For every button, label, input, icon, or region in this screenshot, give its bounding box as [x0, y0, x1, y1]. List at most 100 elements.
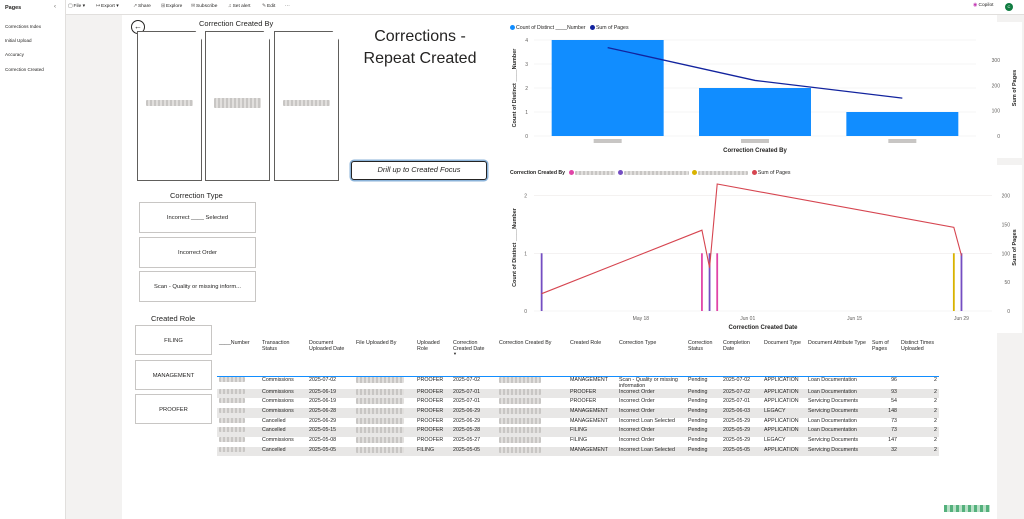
drill-up-button[interactable]: Drill up to Created Focus — [351, 161, 487, 180]
table-cell: Servicing Documents — [806, 407, 870, 418]
page-link-accuracy[interactable]: Accuracy — [5, 52, 24, 57]
table-cell: MANAGEMENT — [570, 417, 608, 424]
sum-of-pages-line — [541, 183, 962, 295]
table-row[interactable]: Commissions 2025-05-08 PROOFER 2025-05-27 FI… — [217, 436, 939, 447]
page-link-corrections-index[interactable]: Corrections Index — [5, 24, 42, 29]
page-link-correction-created[interactable]: Correction Created — [5, 67, 44, 72]
bar-chart-svg: 0 1 2 3 4 0 100 200 300 Correction Created By Coun… — [512, 38, 1018, 154]
set-alert-button[interactable]: ♫Set alert — [228, 4, 251, 9]
export-icon: ↦ — [96, 4, 101, 9]
subscribe-button[interactable]: ✉Subscribe — [191, 4, 218, 9]
avatar[interactable]: C — [1005, 3, 1013, 11]
column-header[interactable]: Distinct Times Uploaded — [899, 339, 939, 377]
column-header[interactable]: Uploaded Role — [415, 339, 451, 377]
user-card[interactable] — [274, 31, 339, 181]
export-menu[interactable]: ↦Export ▾ — [96, 4, 119, 9]
table-cell — [497, 398, 568, 408]
x-axis-title: Correction Created Date — [728, 325, 798, 331]
table-cell: Commissions — [262, 376, 294, 383]
table-row[interactable]: Commissions 2025-06-19 PROOFER 2025-07-01 PR… — [217, 388, 939, 399]
table-cell: PROOFER — [415, 388, 451, 399]
column-header[interactable]: Completion Date — [721, 339, 762, 377]
y-tick-label: 4 — [525, 38, 528, 44]
collapse-pane-icon[interactable]: ‹ — [54, 4, 56, 10]
table-row[interactable]: Cancelled 2025-06-29 PROOFER 2025-06-29 MANA… — [217, 417, 939, 428]
bell-icon: ♫ — [228, 4, 232, 9]
user-card[interactable] — [137, 31, 202, 181]
explore-button[interactable]: ⊞Explore — [161, 4, 183, 9]
table-row[interactable]: Cancelled 2025-05-05 FILING 2025-05-05 MANAG… — [217, 446, 939, 457]
column-header[interactable]: Document Uploaded Date — [307, 339, 354, 377]
table-cell — [217, 376, 260, 389]
table-cell — [217, 417, 260, 428]
column-header[interactable]: ____Number — [217, 339, 260, 377]
redacted-category-label — [888, 139, 917, 143]
table-cell: 147 — [888, 436, 897, 443]
column-header[interactable]: Correction Status — [686, 339, 721, 377]
table-cell — [497, 417, 568, 428]
slicer-option-incorrect-order[interactable]: Incorrect Order — [139, 237, 256, 268]
table-cell: PROOFER — [417, 417, 444, 424]
column-header[interactable]: Created Role — [568, 339, 617, 377]
column-header[interactable]: File Uploaded By — [354, 339, 415, 377]
bar-chart-visual[interactable]: Count of Distinct ____Number Sum of Page… — [508, 22, 1022, 158]
table-cell — [354, 407, 415, 418]
role-option-proofer[interactable]: PROOFER — [135, 394, 212, 424]
file-icon: ▢ — [68, 4, 73, 9]
column-header[interactable]: Transaction Status — [260, 339, 307, 377]
column-header[interactable]: Sum of Pages — [870, 339, 899, 377]
column-header[interactable]: Correction Created Date ▼ — [451, 339, 497, 377]
y2-tick-label: 50 — [1004, 280, 1010, 286]
line-chart-visual[interactable]: Correction Created By Sum of Pages 0 1 2 0 5… — [508, 165, 1022, 333]
redacted-value — [214, 98, 261, 108]
column-header[interactable]: Document Type — [762, 339, 806, 377]
more-options-button[interactable]: ··· — [285, 4, 290, 9]
column-header[interactable]: Document Attribute Type — [806, 339, 870, 377]
table-cell: MANAGEMENT — [570, 376, 608, 383]
slicer-option-incorrect-selected[interactable]: Incorrect ____ Selected — [139, 202, 256, 233]
table-cell: Pending — [688, 376, 708, 383]
table-row[interactable]: Commissions 2025-06-28 PROOFER 2025-06-29 MA… — [217, 407, 939, 418]
y2-tick-label: 100 — [1002, 251, 1011, 257]
user-card[interactable] — [205, 31, 270, 181]
redacted-value — [219, 388, 245, 394]
sort-desc-icon: ▼ — [453, 351, 457, 356]
column-header[interactable]: Correction Created By — [497, 339, 568, 377]
y2-axis-title: Sum of Pages — [1012, 229, 1018, 265]
table-cell: PROOFER — [415, 407, 451, 418]
slicer-option-scan-quality[interactable]: Scan - Quality or missing inform... — [139, 271, 256, 302]
table-cell: Servicing Documents — [808, 398, 859, 405]
redacted-value — [219, 376, 245, 382]
table-cell: 2 — [934, 436, 937, 443]
table-cell: Cancelled — [262, 417, 286, 424]
edit-button[interactable]: ✎Edit — [262, 4, 276, 9]
line-chart-legend: Correction Created By Sum of Pages — [510, 170, 791, 176]
y-tick-label: 2 — [524, 194, 527, 200]
y-tick-label: 0 — [525, 134, 528, 140]
table-row[interactable]: Cancelled 2025-05-15 PROOFER 2025-05-28 FILI… — [217, 427, 939, 437]
y-tick-label: 3 — [525, 62, 528, 68]
redacted-value — [356, 417, 404, 424]
role-option-filing[interactable]: FILING — [135, 325, 212, 355]
legend-dot — [751, 170, 757, 176]
table-row[interactable]: Commissions 2025-06-19 PROOFER 2025-07-01 PR… — [217, 398, 939, 408]
redacted-series — [574, 170, 615, 175]
table-row[interactable]: Commissions 2025-07-02 PROOFER 2025-07-02 MA… — [217, 376, 939, 389]
data-table-visual: ____Number Transaction Status Document Upl… — [217, 337, 939, 515]
table-cell: 2025-07-02 — [723, 376, 751, 383]
redacted-value — [219, 398, 245, 404]
table-cell: Servicing Documents — [806, 446, 870, 457]
table-cell: APPLICATION — [762, 427, 806, 437]
column-header[interactable]: Correction Type — [617, 339, 686, 377]
table-cell: PROOFER — [417, 376, 444, 383]
share-button[interactable]: ↗Share — [133, 4, 151, 9]
copilot-button[interactable]: ◉ Copilot — [973, 3, 994, 8]
role-option-management[interactable]: MANAGEMENT — [135, 360, 212, 390]
table-cell — [217, 437, 260, 447]
table-cell: PROOFER — [415, 427, 451, 437]
table-cell: 2025-07-02 — [721, 388, 762, 399]
redacted-value — [219, 427, 245, 433]
table-cell: Incorrect Order — [617, 427, 686, 437]
file-menu[interactable]: ▢File ▾ — [68, 4, 86, 9]
page-link-initial-upload[interactable]: Initial Upload — [5, 38, 32, 43]
